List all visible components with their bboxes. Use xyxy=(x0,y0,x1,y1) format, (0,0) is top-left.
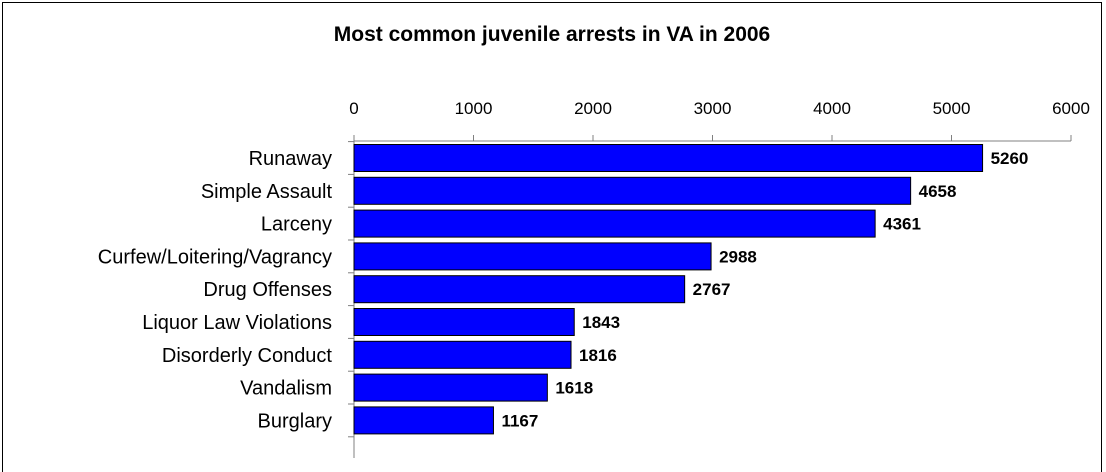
data-label: 1816 xyxy=(579,346,617,365)
category-label: Burglary xyxy=(258,410,332,432)
bar-drug-offenses xyxy=(353,275,686,304)
data-label: 4658 xyxy=(919,182,957,201)
bar-disorderly-conduct xyxy=(353,340,572,369)
x-tick-label: 1000 xyxy=(455,99,493,118)
bar-layer xyxy=(353,144,984,435)
category-label: Drug Offenses xyxy=(203,279,332,301)
bar-runaway xyxy=(353,144,984,172)
x-tick-label: 3000 xyxy=(694,99,732,118)
data-label: 4361 xyxy=(883,215,921,234)
data-label: 2767 xyxy=(693,280,731,299)
x-tick-label: 0 xyxy=(349,99,358,118)
bar-curfew-loitering-vagrancy xyxy=(353,242,712,271)
data-label: 2988 xyxy=(719,247,757,266)
data-label: 1167 xyxy=(501,411,538,430)
data-label: 1618 xyxy=(555,379,593,398)
label-layer: 0 1000 2000 3000 4000 5000 6000 Runaway 5260 Simp… xyxy=(98,99,1090,432)
category-label: Larceny xyxy=(261,214,332,236)
bar-burglary xyxy=(353,406,494,435)
bar-vandalism xyxy=(353,373,548,402)
category-label: Vandalism xyxy=(240,378,332,400)
category-label: Simple Assault xyxy=(201,181,333,203)
x-tick-label: 5000 xyxy=(933,99,971,118)
bar-larceny xyxy=(353,209,876,238)
x-tick-label: 6000 xyxy=(1052,99,1090,118)
bar-liquor-law-violations xyxy=(353,308,575,336)
category-label: Disorderly Conduct xyxy=(162,345,333,367)
category-label: Curfew/Loitering/Vagrancy xyxy=(98,246,332,268)
x-tick-label: 4000 xyxy=(813,99,851,118)
bar-simple-assault xyxy=(353,176,912,205)
chart-title: Most common juvenile arrests in VA in 20… xyxy=(333,23,771,46)
category-label: Liquor Law Violations xyxy=(142,312,332,334)
data-label: 5260 xyxy=(991,149,1029,168)
category-label: Runaway xyxy=(249,148,332,170)
x-tick-label: 2000 xyxy=(574,99,612,118)
data-label: 1843 xyxy=(582,313,620,332)
